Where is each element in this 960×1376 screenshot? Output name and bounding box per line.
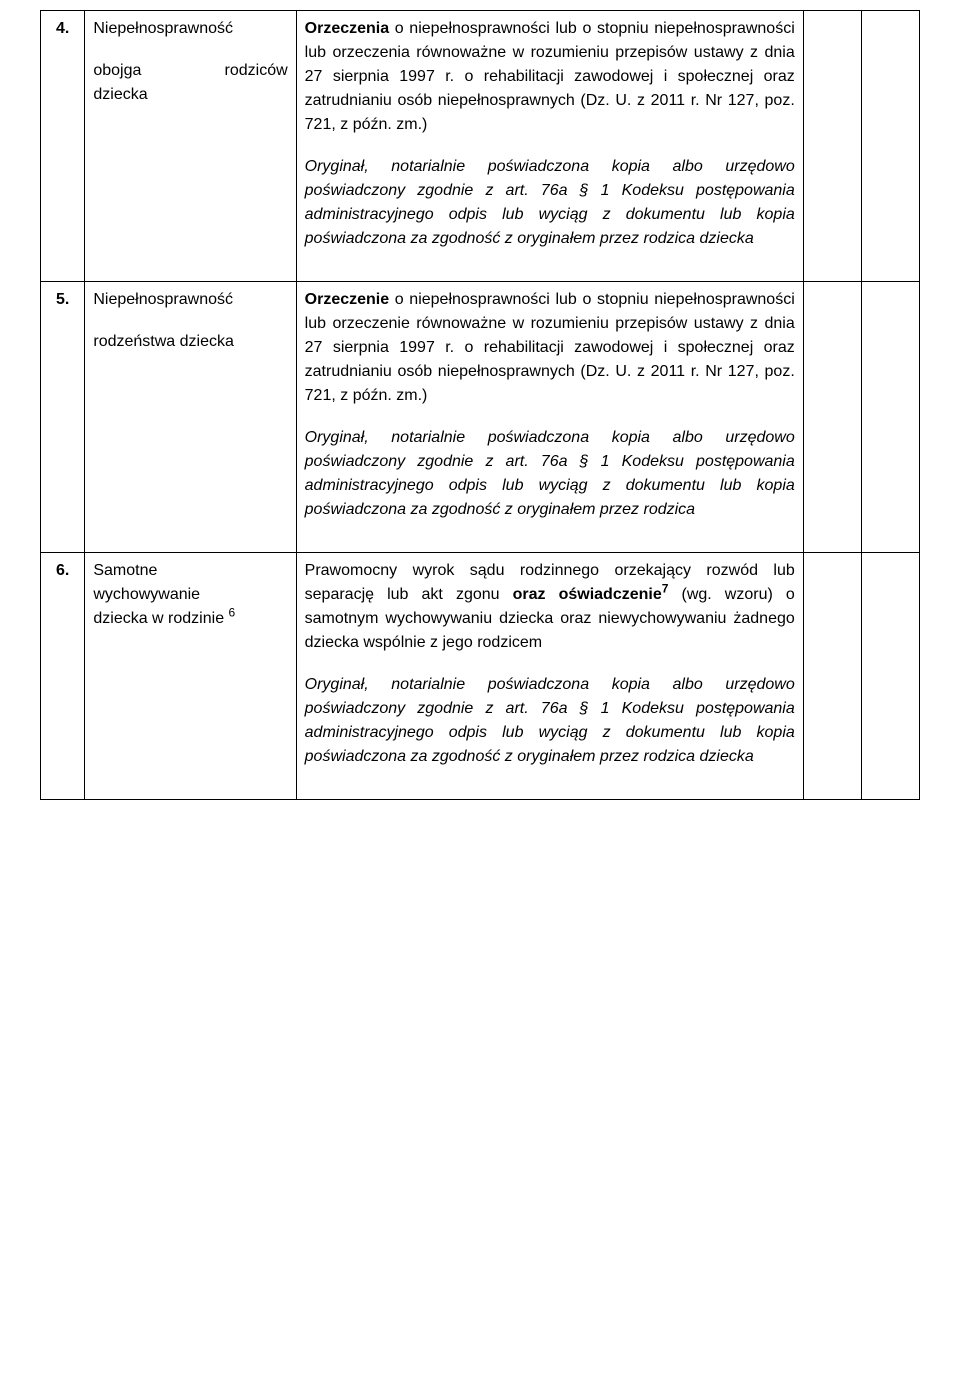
criterion-line: Niepełnosprawność: [93, 17, 287, 41]
description-paragraph: Orzeczenie o niepełnosprawności lub o st…: [305, 288, 795, 408]
table-row: 4. Niepełnosprawność obojga rodziców dzi…: [41, 11, 920, 282]
criterion-line: rodzeństwa dziecka: [93, 330, 287, 354]
criterion-line: Samotne: [93, 559, 287, 583]
row-number: 6.: [41, 553, 85, 800]
criterion-line: wychowywanie: [93, 583, 287, 607]
empty-cell: [861, 282, 919, 553]
description-paragraph: Orzeczenia o niepełnosprawności lub o st…: [305, 17, 795, 137]
empty-cell: [803, 11, 861, 282]
lead-term: Orzeczenie: [305, 291, 389, 308]
empty-cell: [861, 553, 919, 800]
description-note: Oryginał, notarialnie poświadczona kopia…: [305, 673, 795, 769]
row-number: 4.: [41, 11, 85, 282]
criterion-cell: Samotne wychowywanie dziecka w rodzinie …: [85, 553, 296, 800]
footnote-ref: 6: [229, 606, 236, 620]
description-paragraph: Prawomocny wyrok sądu rodzinnego orzekaj…: [305, 559, 795, 655]
table-row: 6. Samotne wychowywanie dziecka w rodzin…: [41, 553, 920, 800]
criterion-cell: Niepełnosprawność rodzeństwa dziecka: [85, 282, 296, 553]
criterion-word: obojga: [93, 59, 141, 83]
criterion-line: Niepełnosprawność: [93, 288, 287, 312]
bold-term: oraz oświadczenie: [513, 586, 662, 603]
lead-term: Orzeczenia: [305, 20, 389, 37]
description-note: Oryginał, notarialnie poświadczona kopia…: [305, 426, 795, 522]
empty-cell: [803, 282, 861, 553]
criterion-line: obojga rodziców: [93, 59, 287, 83]
description-cell: Prawomocny wyrok sądu rodzinnego orzekaj…: [296, 553, 803, 800]
criterion-cell: Niepełnosprawność obojga rodziców dzieck…: [85, 11, 296, 282]
criterion-text: dziecka w rodzinie: [93, 610, 228, 627]
description-cell: Orzeczenia o niepełnosprawności lub o st…: [296, 11, 803, 282]
description-note: Oryginał, notarialnie poświadczona kopia…: [305, 155, 795, 251]
empty-cell: [861, 11, 919, 282]
criterion-line: dziecka w rodzinie 6: [93, 607, 287, 631]
row-number: 5.: [41, 282, 85, 553]
criteria-table: 4. Niepełnosprawność obojga rodziców dzi…: [40, 10, 920, 800]
criterion-word: rodziców: [225, 59, 288, 83]
empty-cell: [803, 553, 861, 800]
criterion-line: dziecka: [93, 83, 287, 107]
table-row: 5. Niepełnosprawność rodzeństwa dziecka …: [41, 282, 920, 553]
description-cell: Orzeczenie o niepełnosprawności lub o st…: [296, 282, 803, 553]
